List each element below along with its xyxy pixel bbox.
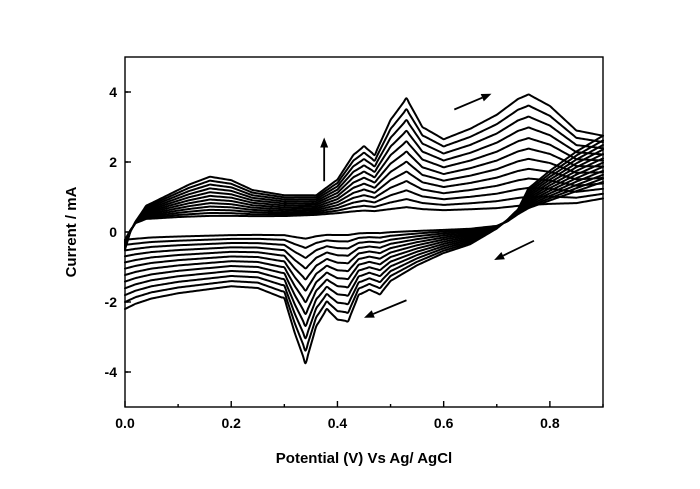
- cv-anodic-sweep: [124, 147, 604, 246]
- y-tick-label: -4: [105, 364, 118, 380]
- arrow-head-down-left: [364, 310, 375, 318]
- x-tick-label: 0.0: [115, 415, 135, 431]
- arrow-head-down-left: [494, 252, 505, 260]
- x-axis: 0.0 0.2 0.4 0.6 0.8: [115, 401, 604, 431]
- x-tick-label: 0.8: [540, 415, 560, 431]
- x-tick-label: 0.4: [328, 415, 348, 431]
- cv-anodic-sweep: [124, 126, 604, 248]
- y-tick-label: -2: [105, 294, 118, 310]
- cv-anodic-sweep: [124, 186, 604, 243]
- y-tick-label: 2: [109, 154, 117, 170]
- y-tick-label: 0: [109, 224, 117, 240]
- arrow-up-right: [453, 96, 483, 111]
- y-axis-title: Current / mA: [63, 186, 80, 277]
- cv-anodic-sweep: [124, 167, 604, 244]
- cv-anodic-sweep: [124, 93, 604, 251]
- x-tick-label: 0.6: [434, 415, 454, 431]
- cv-anodic-sweep: [124, 137, 604, 247]
- arrow-down-left: [372, 299, 407, 315]
- cv-anodic-sweep: [124, 177, 604, 243]
- x-axis-title: Potential (V) Vs Ag/ AgCl: [276, 450, 452, 467]
- x-tick-label: 0.2: [221, 415, 241, 431]
- arrow-head-up: [320, 137, 329, 148]
- cv-anodic-sweep: [124, 104, 604, 250]
- arrow-head-up-right: [480, 93, 492, 102]
- cv-anodic-sweep: [124, 157, 604, 245]
- y-tick-label: 4: [109, 84, 117, 100]
- cv-cathodic-sweep: [124, 134, 604, 365]
- scan-direction-arrows: [320, 93, 535, 318]
- arrow-down-left: [502, 239, 535, 257]
- y-axis: -4 -2 0 2 4: [105, 84, 131, 380]
- cv-anodic-sweep: [124, 115, 604, 249]
- cv-curves: [124, 93, 604, 365]
- plot-frame: [124, 56, 604, 408]
